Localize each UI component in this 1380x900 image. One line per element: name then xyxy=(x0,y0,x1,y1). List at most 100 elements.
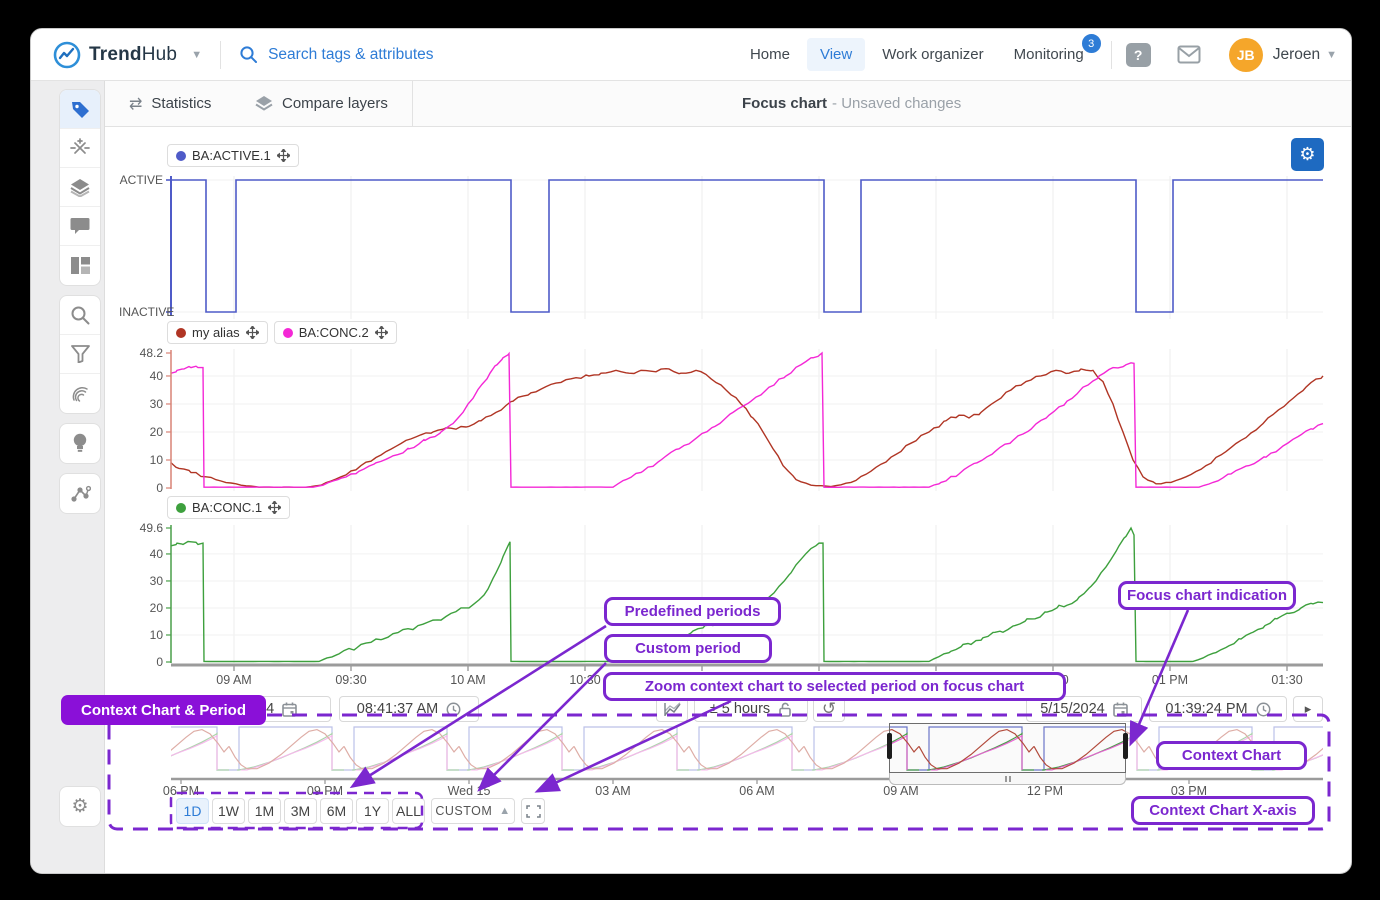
legend-label: BA:CONC.2 xyxy=(298,325,369,340)
context-x-tick: 06 PM xyxy=(162,784,200,798)
clock-icon xyxy=(1256,702,1271,717)
sidebar-item-patterns[interactable] xyxy=(60,374,100,413)
brand-name: TrendHub xyxy=(89,43,178,65)
start-time-field[interactable]: 08:41:37 AM xyxy=(339,696,479,722)
legend-chip-ba-conc-1[interactable]: BA:CONC.1 xyxy=(167,496,291,519)
period-button-1w[interactable]: 1W xyxy=(212,798,245,824)
user-caret-icon[interactable]: ▼ xyxy=(1326,48,1337,61)
y-tick: 49.6 xyxy=(139,521,163,535)
dashboards-icon xyxy=(70,257,90,274)
annotation-predefined-periods: Predefined periods xyxy=(604,597,781,626)
sidebar-item-layers[interactable] xyxy=(60,168,100,207)
filters-icon xyxy=(70,345,90,363)
left-sidebar: ⚙ xyxy=(31,81,105,873)
period-button-6m[interactable]: 6M xyxy=(320,798,353,824)
y-tick: 0 xyxy=(156,481,163,495)
sidebar-group-1 xyxy=(59,295,101,414)
context-x-tick: 09 PM xyxy=(306,784,344,798)
legend-chip-ba-active-1[interactable]: BA:ACTIVE.1 xyxy=(167,144,299,167)
period-button-3m[interactable]: 3M xyxy=(284,798,317,824)
top-navbar: TrendHub ▼ Search tags & attributes Home… xyxy=(31,29,1351,81)
custom-period-button[interactable]: CUSTOM ▲ xyxy=(431,798,515,824)
y-tick: 30 xyxy=(149,396,163,411)
compare-layers-button[interactable]: Compare layers xyxy=(231,81,413,126)
end-date-value: 5/15/2024 xyxy=(1040,701,1105,717)
focus-x-tick: 01 PM xyxy=(1151,673,1189,687)
statistics-button[interactable]: ⇄ Statistics xyxy=(105,81,237,126)
end-time-field[interactable]: 01:39:24 PM xyxy=(1149,696,1287,722)
clock-icon xyxy=(446,702,461,717)
nav-item-home[interactable]: Home xyxy=(749,46,790,63)
period-button-all[interactable]: ALL xyxy=(392,798,425,824)
sidebar-item-filters[interactable] xyxy=(60,335,100,374)
annotation-focus-indication: Focus chart indication xyxy=(1118,581,1296,610)
move-icon[interactable] xyxy=(374,326,388,339)
nav-item-monitoring[interactable]: Monitoring 3 xyxy=(1001,32,1103,71)
brand-caret-icon[interactable]: ▼ xyxy=(191,48,203,61)
legend-chip-ba-conc-2[interactable]: BA:CONC.2 xyxy=(273,321,397,344)
compare-layers-label: Compare layers xyxy=(282,95,388,112)
help-button[interactable]: ? xyxy=(1125,42,1151,67)
annotation-context-chart-period: Context Chart & Period xyxy=(61,695,266,725)
search-bar[interactable]: Search tags & attributes xyxy=(239,45,539,64)
trend-lines-icon xyxy=(663,701,681,717)
sidebar-item-calculations[interactable] xyxy=(60,129,100,168)
zoom-to-selection-button[interactable] xyxy=(521,798,545,824)
user-name[interactable]: Jeroen xyxy=(1272,45,1321,63)
focus-x-tick: 10:30 xyxy=(569,673,601,687)
legend-label: my alias xyxy=(192,325,240,340)
step-forward-button[interactable]: ▸ xyxy=(1293,696,1323,722)
brand-logo[interactable]: TrendHub ▼ xyxy=(53,41,202,69)
move-icon[interactable] xyxy=(245,326,259,339)
search-placeholder: Search tags & attributes xyxy=(268,45,434,63)
context-fade-left xyxy=(171,723,889,773)
comments-icon xyxy=(70,217,90,235)
period-button-1y[interactable]: 1Y xyxy=(356,798,389,824)
series-color-dot xyxy=(176,150,186,161)
selection-drag-bar[interactable] xyxy=(889,773,1126,785)
focus-x-tick: 09:30 xyxy=(335,673,367,687)
mail-button[interactable] xyxy=(1177,45,1201,64)
period-button-1d[interactable]: 1D xyxy=(176,798,209,824)
y-label-inactive: INACTIVE xyxy=(119,305,175,319)
selection-left-handle[interactable] xyxy=(887,733,892,759)
calculations-icon xyxy=(70,138,90,158)
chevron-right-icon: ▸ xyxy=(1304,701,1312,716)
legend-chip-my-alias[interactable]: my alias xyxy=(167,321,268,344)
move-icon[interactable] xyxy=(276,149,290,162)
legend-label: BA:CONC.1 xyxy=(192,500,263,515)
start-time-value: 08:41:37 AM xyxy=(356,701,439,717)
period-button-1m[interactable]: 1M xyxy=(248,798,281,824)
chart-settings-button[interactable]: ⚙ xyxy=(1291,138,1324,171)
trendhub-window: TrendHub ▼ Search tags & attributes Home… xyxy=(30,28,1352,874)
predefined-periods-group: 1D 1W 1M 3M 6M 1Y ALL xyxy=(176,798,425,824)
search-icon xyxy=(239,45,258,64)
nav-item-work-organizer[interactable]: Work organizer xyxy=(882,46,984,63)
trendhub-logo-icon xyxy=(53,41,81,69)
caret-up-icon: ▲ xyxy=(499,805,511,817)
sidebar-item-dashboards[interactable] xyxy=(60,246,100,285)
legend-row-2: BA:CONC.1 xyxy=(167,496,291,519)
user-avatar[interactable]: JB xyxy=(1228,37,1263,72)
selection-right-handle[interactable] xyxy=(1123,733,1128,759)
sidebar-item-comments[interactable] xyxy=(60,207,100,246)
move-icon[interactable] xyxy=(268,501,282,514)
sidebar-item-tags[interactable] xyxy=(60,90,100,129)
series-color-dot xyxy=(176,502,186,513)
sidebar-item-settings[interactable]: ⚙ xyxy=(60,787,100,826)
context-x-tick: 12 PM xyxy=(1026,784,1064,798)
history-icon: ↺ xyxy=(821,699,837,718)
context-selection-window[interactable] xyxy=(887,723,1128,773)
annotation-zoom-context: Zoom context chart to selected period on… xyxy=(603,672,1066,701)
context-x-tick: 03 AM xyxy=(595,784,631,798)
sidebar-item-search[interactable] xyxy=(60,296,100,335)
y-tick: 10 xyxy=(149,627,163,642)
sidebar-item-machine-learning[interactable] xyxy=(60,474,100,513)
annotation-custom-period: Custom period xyxy=(604,634,772,663)
end-time-value: 01:39:24 PM xyxy=(1165,701,1248,717)
focus-toolbar: ⇄ Statistics Compare layers Focus chart -… xyxy=(105,81,1351,127)
nav-item-view[interactable]: View xyxy=(806,38,866,71)
nav-divider xyxy=(1110,40,1112,69)
sidebar-item-recommendations[interactable] xyxy=(60,424,100,463)
layers-icon xyxy=(70,178,90,197)
